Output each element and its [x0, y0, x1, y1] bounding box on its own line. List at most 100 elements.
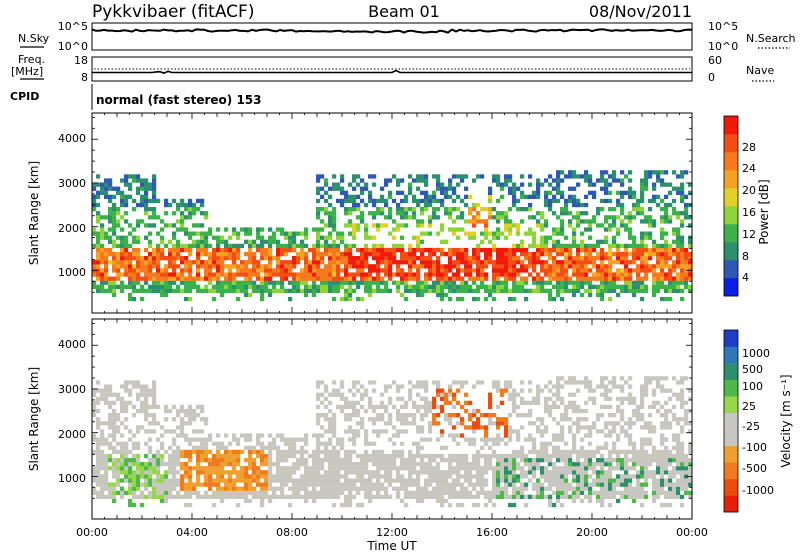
velocity-cell	[432, 487, 436, 491]
velocity-cell	[276, 458, 280, 462]
power-cell	[380, 195, 384, 199]
power-cell	[628, 289, 632, 293]
velocity-cell	[416, 470, 420, 474]
power-cell	[644, 256, 648, 260]
velocity-cell	[488, 393, 492, 397]
power-cell	[140, 195, 144, 199]
power-cell	[456, 289, 460, 293]
power-cell	[168, 240, 172, 244]
power-cell	[304, 285, 308, 289]
power-cell	[432, 289, 436, 293]
power-cell	[204, 211, 208, 215]
velocity-cell	[96, 409, 100, 413]
velocity-cell	[316, 491, 320, 495]
power-cell	[644, 285, 648, 289]
velocity-cell	[552, 405, 556, 409]
velocity-cell	[196, 478, 200, 482]
power-cell	[440, 227, 444, 231]
power-cell	[356, 174, 360, 178]
power-cell	[448, 289, 452, 293]
velocity-cell	[300, 474, 304, 478]
velocity-cell	[632, 499, 636, 503]
power-cell	[416, 223, 420, 227]
power-cell	[284, 277, 288, 281]
velocity-cell	[376, 495, 380, 499]
velocity-cell	[332, 413, 336, 417]
power-cell	[636, 211, 640, 215]
velocity-cell	[452, 397, 456, 401]
velocity-cell	[592, 466, 596, 470]
velocity-cell	[524, 470, 528, 474]
power-cell	[580, 232, 584, 236]
power-cell	[640, 248, 644, 252]
power-cell	[532, 195, 536, 199]
velocity-cell	[544, 470, 548, 474]
velocity-cell	[612, 466, 616, 470]
power-cell	[664, 277, 668, 281]
power-cell	[236, 289, 240, 293]
power-cell	[680, 268, 684, 272]
velocity-cell	[224, 470, 228, 474]
power-cell	[648, 264, 652, 268]
velocity-cell	[272, 462, 276, 466]
power-cell	[544, 219, 548, 223]
velocity-cell	[100, 495, 104, 499]
power-cell	[668, 268, 672, 272]
power-cell	[572, 174, 576, 178]
velocity-cell	[320, 413, 324, 417]
power-cell	[356, 264, 360, 268]
power-cell	[632, 248, 636, 252]
power-cell	[256, 236, 260, 240]
velocity-cell	[348, 483, 352, 487]
velocity-cell	[588, 483, 592, 487]
velocity-cell	[104, 466, 108, 470]
velocity-cell	[172, 417, 176, 421]
velocity-cell	[576, 462, 580, 466]
velocity-cell	[312, 454, 316, 458]
power-cell	[628, 219, 632, 223]
power-cell	[96, 191, 100, 195]
velocity-cell	[112, 393, 116, 397]
velocity-cell	[584, 380, 588, 384]
velocity-cell	[492, 466, 496, 470]
velocity-cell	[500, 389, 504, 393]
power-cell	[332, 211, 336, 215]
power-cell	[124, 211, 128, 215]
velocity-cell	[628, 466, 632, 470]
velocity-cell	[212, 503, 216, 507]
velocity-cell	[384, 495, 388, 499]
velocity-cell	[592, 389, 596, 393]
power-cell	[264, 281, 268, 285]
velocity-cell	[544, 454, 548, 458]
velocity-cell	[608, 429, 612, 433]
power-cell	[444, 211, 448, 215]
power-cell	[200, 289, 204, 293]
power-cell	[508, 248, 512, 252]
power-cell	[124, 199, 128, 203]
power-cell	[400, 211, 404, 215]
velocity-cell	[448, 384, 452, 388]
velocity-cell	[596, 491, 600, 495]
velocity-cell	[540, 442, 544, 446]
velocity-cell	[468, 438, 472, 442]
velocity-cell	[348, 503, 352, 507]
power-cell	[412, 178, 416, 182]
velocity-cell	[340, 409, 344, 413]
velocity-cell	[636, 417, 640, 421]
velocity-cell	[292, 495, 296, 499]
velocity-cell	[148, 450, 152, 454]
power-panel: 1000 2000 3000 4000 Slant Range [km]	[27, 113, 692, 313]
power-cell	[200, 252, 204, 256]
velocity-cell	[268, 446, 272, 450]
power-cell	[676, 174, 680, 178]
power-cell	[332, 297, 336, 301]
power-cell	[628, 227, 632, 231]
velocity-cell	[168, 483, 172, 487]
velocity-cell	[532, 495, 536, 499]
velocity-cell	[520, 458, 524, 462]
velocity-cell	[504, 421, 508, 425]
power-cell	[276, 260, 280, 264]
velocity-cell	[600, 458, 604, 462]
power-cell	[232, 289, 236, 293]
velocity-cell	[324, 487, 328, 491]
